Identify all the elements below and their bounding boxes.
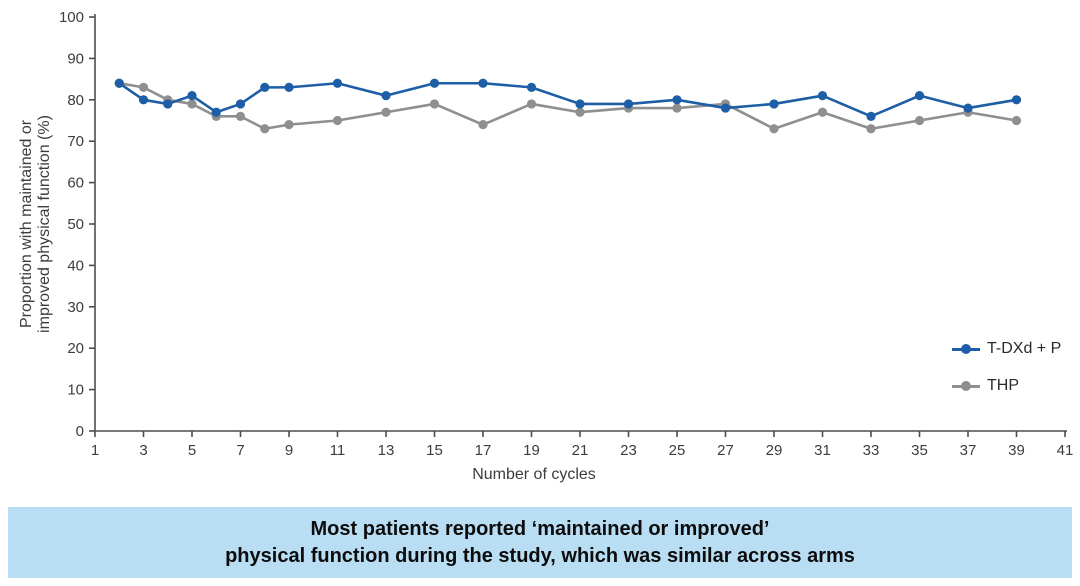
key-message-banner: Most patients reported ‘maintained or im…: [8, 507, 1072, 578]
y-tick-label: 20: [67, 340, 84, 357]
data-point: [235, 99, 246, 109]
data-point: [260, 124, 270, 134]
legend-label-thp: THP: [987, 377, 1019, 394]
x-tick-label: 25: [669, 442, 686, 459]
legend-item-thp: THP: [952, 373, 1061, 399]
data-point: [963, 103, 973, 113]
data-point: [138, 95, 149, 105]
data-point: [332, 78, 343, 88]
x-tick-label: 21: [572, 442, 589, 459]
data-point: [381, 107, 391, 117]
x-tick-label: 3: [139, 442, 147, 459]
data-point: [429, 78, 440, 88]
data-point: [914, 91, 925, 101]
x-tick-label: 17: [475, 442, 492, 459]
y-tick-label: 50: [67, 216, 84, 233]
x-tick-label: 9: [285, 442, 293, 459]
data-point: [478, 78, 488, 88]
series-line-thp: [119, 81, 1017, 131]
data-point: [866, 124, 876, 134]
data-point: [187, 99, 197, 109]
x-tick-label: 31: [814, 442, 831, 459]
y-tick-label: 60: [67, 175, 84, 192]
data-point: [163, 99, 173, 109]
x-tick-label: 15: [426, 442, 443, 459]
data-point: [720, 103, 731, 113]
data-point: [211, 107, 221, 117]
data-point: [526, 82, 537, 92]
legend-dot-icon: [961, 344, 971, 354]
y-tick-label: 70: [67, 133, 84, 150]
data-point: [114, 78, 124, 88]
thp-series-marker-icon: [952, 380, 980, 392]
legend-label-tdxd-p: T-DXd + P: [987, 340, 1062, 357]
x-tick-label: 23: [620, 442, 637, 459]
legend-item-tdxd-p: T-DXd + P: [952, 336, 1061, 362]
data-point: [769, 99, 779, 109]
x-tick-label: 41: [1057, 442, 1074, 459]
x-axis-title: Number of cycles: [472, 466, 596, 483]
y-axis-title-line: improved physical function (%): [36, 115, 53, 333]
x-tick-label: 11: [330, 442, 346, 459]
data-point: [1011, 95, 1022, 105]
legend-dot-icon: [961, 381, 971, 391]
data-point: [478, 120, 488, 130]
data-point: [526, 99, 537, 109]
data-point: [187, 91, 197, 101]
chart-legend: T-DXd + P THP: [952, 336, 1061, 399]
data-point: [429, 99, 440, 109]
x-tick-label: 1: [91, 442, 99, 459]
x-tick-label: 5: [188, 442, 196, 459]
x-tick-label: 7: [236, 442, 244, 459]
data-point: [381, 91, 391, 101]
caption-line-1: Most patients reported ‘maintained or im…: [310, 517, 770, 540]
data-point: [284, 82, 294, 92]
x-tick-label: 29: [766, 442, 783, 459]
data-point: [1011, 115, 1022, 126]
y-tick-label: 0: [76, 423, 84, 440]
data-point: [332, 115, 343, 126]
data-point: [284, 120, 294, 130]
y-tick-label: 100: [59, 9, 84, 26]
tdxd-p-series-marker-icon: [952, 343, 980, 355]
y-axis-title-line: Proportion with maintained or: [18, 119, 35, 328]
data-point: [138, 82, 149, 92]
data-point: [914, 115, 925, 126]
data-point: [623, 99, 634, 109]
data-point: [817, 91, 828, 101]
x-tick-label: 35: [911, 442, 928, 459]
y-tick-label: 80: [67, 92, 84, 109]
x-tick-label: 33: [863, 442, 880, 459]
y-tick-label: 40: [67, 257, 84, 274]
data-point: [817, 107, 828, 117]
data-point: [866, 111, 876, 121]
x-tick-label: 39: [1008, 442, 1025, 459]
data-point: [672, 95, 682, 105]
data-point: [672, 103, 682, 113]
y-tick-label: 90: [67, 50, 84, 67]
data-point: [575, 99, 585, 109]
y-tick-label: 30: [67, 299, 84, 316]
data-point: [235, 111, 246, 121]
x-tick-label: 37: [960, 442, 977, 459]
data-point: [575, 107, 585, 117]
y-tick-label: 10: [67, 382, 84, 399]
caption-line-2: physical function during the study, whic…: [225, 544, 855, 567]
data-point: [260, 82, 270, 92]
x-tick-label: 27: [717, 442, 734, 459]
x-tick-label: 19: [523, 442, 540, 459]
data-point: [769, 124, 779, 134]
x-tick-label: 13: [378, 442, 395, 459]
